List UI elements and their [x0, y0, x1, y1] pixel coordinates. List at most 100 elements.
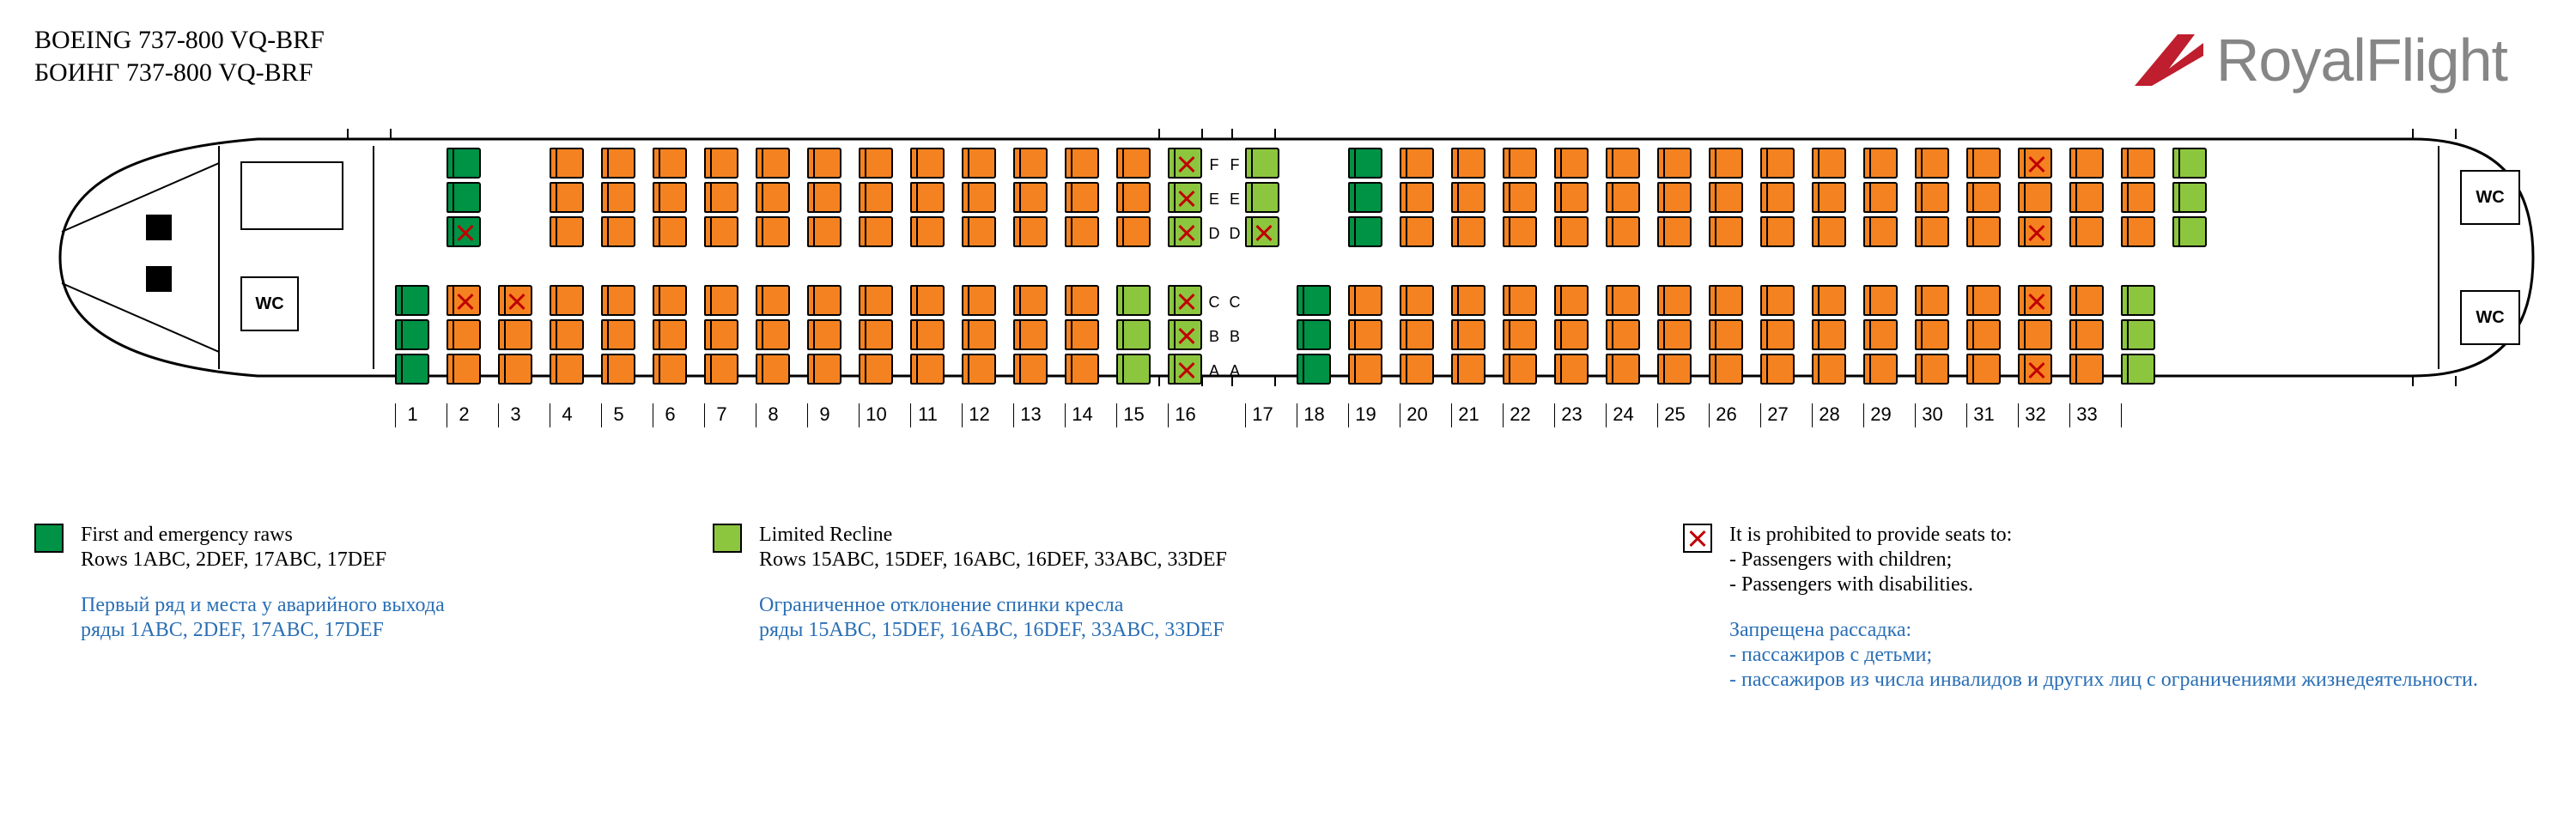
seat-32D [2018, 216, 2052, 247]
legend-prohibited-line2-en: - Passengers with disabilities. [1729, 573, 2478, 597]
seat-5D [601, 216, 635, 247]
seat-24D [1606, 216, 1640, 247]
col-number-32: 32 [2018, 403, 2052, 427]
seat-9D [807, 216, 841, 247]
seat-18C [1297, 285, 1331, 316]
seat-22E [1503, 182, 1537, 213]
seat-28D [1812, 216, 1846, 247]
seat-12E [962, 182, 996, 213]
col-number-12: 12 [962, 403, 996, 427]
seat-6E [653, 182, 687, 213]
seat-27B [1760, 319, 1795, 350]
seat-26D [1709, 216, 1743, 247]
seat-9C [807, 285, 841, 316]
seat-35F [2172, 148, 2207, 179]
legend-prohibited-line1-ru: - пассажиров с детьми; [1729, 644, 2478, 667]
legend-emergency-title-ru: Первый ряд и места у аварийного выхода [81, 594, 445, 617]
seat-14E [1065, 182, 1099, 213]
seat-32E [2018, 182, 2052, 213]
seat-30F [1915, 148, 1949, 179]
legend-limited: Limited Recline Rows 15ABC, 15DEF, 16ABC… [713, 524, 1227, 644]
seat-13A [1013, 354, 1048, 385]
seat-12A [962, 354, 996, 385]
seat-23F [1554, 148, 1589, 179]
seat-27F [1760, 148, 1795, 179]
seat-15F [1116, 148, 1151, 179]
seat-32C [2018, 285, 2052, 316]
fuselage: WCWCWC FEDCBA FEDCBA [34, 129, 2542, 386]
seat-7A [704, 354, 738, 385]
seat-24F [1606, 148, 1640, 179]
col-number-9: 9 [807, 403, 841, 427]
seat-21F [1451, 148, 1485, 179]
logo-text: RoyalFlight [2216, 26, 2507, 94]
seat-13F [1013, 148, 1048, 179]
seat-3B [498, 319, 532, 350]
logo-wing-icon [2130, 30, 2208, 90]
seat-31F [1966, 148, 2001, 179]
seat-10B [859, 319, 893, 350]
seat-10C [859, 285, 893, 316]
legend-prohibited-title-en: It is prohibited to provide seats to: [1729, 524, 2478, 547]
seat-30C [1915, 285, 1949, 316]
seat-letter-D: D [1206, 216, 1223, 251]
seat-5B [601, 319, 635, 350]
seat-8E [756, 182, 790, 213]
seat-32B [2018, 319, 2052, 350]
seat-33E [2069, 182, 2104, 213]
seat-34D [2121, 216, 2155, 247]
seat-10A [859, 354, 893, 385]
seat-17E [1245, 182, 1279, 213]
seat-4F [550, 148, 584, 179]
seat-letter-E: E [1206, 182, 1223, 216]
seat-6D [653, 216, 687, 247]
seat-31A [1966, 354, 2001, 385]
seat-20A [1400, 354, 1434, 385]
seat-26A [1709, 354, 1743, 385]
seat-28A [1812, 354, 1846, 385]
seat-23D [1554, 216, 1589, 247]
col-number-23: 23 [1554, 403, 1589, 427]
seat-35E [2172, 182, 2207, 213]
col-number-10: 10 [859, 403, 893, 427]
seat-13C [1013, 285, 1048, 316]
col-number-4: 4 [550, 403, 584, 427]
col-number-26: 26 [1709, 403, 1743, 427]
seat-3A [498, 354, 532, 385]
seat-20D [1400, 216, 1434, 247]
seat-5E [601, 182, 635, 213]
seat-14B [1065, 319, 1099, 350]
col-number-20: 20 [1400, 403, 1434, 427]
seat-7B [704, 319, 738, 350]
seat-8C [756, 285, 790, 316]
header-line-2: БОИНГ 737-800 VQ-BRF [34, 58, 325, 88]
seat-14D [1065, 216, 1099, 247]
seat-letter-C: C [1226, 285, 1243, 319]
legend-emergency-title-en: First and emergency raws [81, 524, 445, 547]
seat-21D [1451, 216, 1485, 247]
seat-9B [807, 319, 841, 350]
seat-21E [1451, 182, 1485, 213]
seat-33D [2069, 216, 2104, 247]
seat-33F [2069, 148, 2104, 179]
legend-swatch-prohibited [1683, 524, 1712, 553]
lavatory-2: WC [2460, 170, 2520, 225]
legend-emergency: First and emergency raws Rows 1ABC, 2DEF… [34, 524, 445, 644]
seat-11D [910, 216, 945, 247]
seat-32A [2018, 354, 2052, 385]
seat-19D [1348, 216, 1382, 247]
seat-15B [1116, 319, 1151, 350]
seat-14C [1065, 285, 1099, 316]
legend-limited-detail-en: Rows 15ABC, 15DEF, 16ABC, 16DEF, 33ABC, … [759, 548, 1227, 572]
legend-emergency-detail-en: Rows 1ABC, 2DEF, 17ABC, 17DEF [81, 548, 445, 572]
col-number-30: 30 [1915, 403, 1949, 427]
seat-26B [1709, 319, 1743, 350]
legend-prohibited-title-ru: Запрещена рассадка: [1729, 619, 2478, 642]
col-number-15: 15 [1116, 403, 1151, 427]
seat-22F [1503, 148, 1537, 179]
seat-23C [1554, 285, 1589, 316]
seat-17F [1245, 148, 1279, 179]
col-number-19: 19 [1348, 403, 1382, 427]
seat-23B [1554, 319, 1589, 350]
seat-letter-F: F [1226, 148, 1243, 182]
